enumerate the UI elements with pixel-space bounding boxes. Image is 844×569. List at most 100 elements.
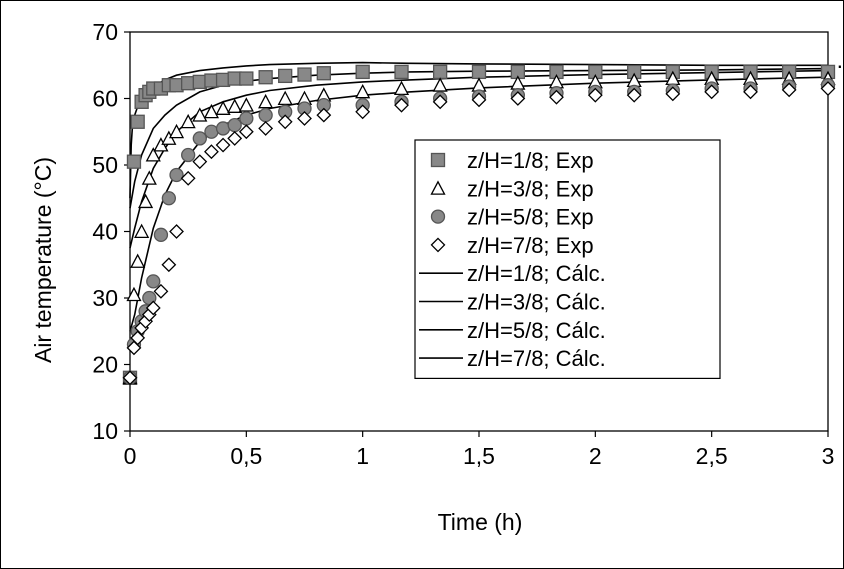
- series-2-point: [258, 107, 273, 123]
- series-3-point: [130, 330, 146, 346]
- legend-label: z/H=3/8; Cálc.: [467, 290, 606, 315]
- series-1-point: [168, 123, 185, 139]
- series-0-point: [239, 71, 254, 86]
- y-tick-label: 30: [92, 285, 118, 311]
- series-3-point: [665, 86, 681, 102]
- series-3-point: [277, 114, 293, 130]
- series-3-point: [297, 111, 312, 126]
- series-2-point: [142, 290, 157, 306]
- y-axis-label-trailing-mark: .: [837, 47, 843, 73]
- series-3-point: [180, 170, 196, 186]
- series-2-point: [181, 147, 196, 163]
- x-axis-label: Time (h): [438, 509, 523, 535]
- series-3-point: [626, 87, 642, 103]
- series-2-point: [215, 121, 231, 136]
- series-1-point: [141, 170, 157, 185]
- series-2-point: [204, 124, 219, 139]
- series-0-point: [394, 64, 409, 80]
- series-1-point: [138, 193, 154, 209]
- series-0-point: [432, 64, 448, 80]
- legend-marker: [430, 209, 446, 224]
- y-tick-label: 20: [92, 352, 118, 378]
- series-1-point: [227, 98, 243, 113]
- series-3-point: [549, 89, 564, 105]
- series-2-point: [161, 191, 177, 206]
- y-tick-label: 50: [92, 152, 118, 178]
- x-tick-label: 1: [356, 443, 369, 469]
- x-tick-label: 2,5: [696, 443, 728, 469]
- series-0-point: [126, 154, 142, 169]
- series-1-point: [393, 80, 410, 96]
- series-3-point: [394, 97, 409, 113]
- series-0-point: [278, 68, 293, 84]
- series-2-point: [227, 117, 242, 133]
- x-tick-label: 1,5: [463, 443, 495, 469]
- x-tick-label: 3: [822, 443, 835, 469]
- series-3-point: [258, 121, 274, 136]
- series-0-point: [130, 114, 145, 129]
- legend: z/H=1/8; Exp z/H=3/8; Exp z/H=5/8; Exp z/H=…: [414, 139, 721, 379]
- series-1-point: [130, 253, 146, 268]
- series-1-point: [277, 90, 293, 105]
- series-1-point: [258, 93, 274, 109]
- series-1-point: [192, 107, 208, 122]
- series-1-point: [238, 97, 254, 112]
- series-3-point: [781, 82, 797, 98]
- series-2-point: [239, 111, 254, 126]
- series-1-point: [432, 77, 448, 92]
- legend-label: z/H=5/8; Exp: [467, 205, 594, 230]
- series-1-point: [355, 83, 371, 99]
- x-tick-label: 0,5: [230, 443, 262, 469]
- x-tick-label: 0: [124, 443, 137, 469]
- series-1-point: [134, 223, 150, 239]
- series-3-point: [153, 283, 169, 299]
- legend-label: z/H=1/8; Exp: [467, 148, 594, 173]
- y-tick-label: 60: [92, 86, 118, 112]
- series-2-point: [153, 227, 169, 242]
- tick-labels: 10 20 30 40 50 60 70 0 0,5 1 1,5 2 2,5 3: [92, 19, 834, 469]
- legend-label: z/H=3/8; Exp: [467, 176, 594, 201]
- series-0-point: [471, 64, 487, 80]
- series-line-4: [129, 61, 828, 199]
- legend-marker: [430, 152, 446, 168]
- y-tick-label: 40: [92, 219, 118, 245]
- series-2-point: [192, 131, 207, 146]
- series-2-point: [169, 167, 184, 183]
- series-3-point: [169, 224, 184, 239]
- series-3-point: [161, 257, 177, 273]
- series-3-point: [316, 107, 332, 123]
- legend-marker: [430, 180, 446, 195]
- y-axis-label: Air temperature (°C): [30, 157, 56, 363]
- series-3-point: [122, 370, 138, 386]
- series-2-point: [146, 274, 161, 289]
- series-1-point: [145, 147, 161, 162]
- series-3-point: [704, 84, 720, 100]
- series-3-point: [471, 92, 487, 108]
- series-3-point: [432, 94, 448, 110]
- series-1-point: [203, 103, 220, 119]
- series-3-point: [227, 130, 243, 146]
- legend-label: z/H=1/8; Cálc.: [467, 261, 606, 286]
- series-3-point: [743, 84, 758, 100]
- series-1-point: [180, 113, 196, 129]
- series-0-point: [316, 66, 331, 81]
- series-1-point: [126, 286, 142, 302]
- series-3-point: [510, 91, 526, 106]
- x-tick-label: 2: [589, 443, 602, 469]
- y-tick-label: 10: [92, 418, 118, 444]
- series-3-point: [204, 144, 219, 160]
- series-3-point: [145, 300, 161, 316]
- series-0-point: [258, 70, 273, 85]
- series-3-point: [820, 81, 836, 96]
- series-3-point: [355, 104, 371, 120]
- experimental-markers: [122, 64, 836, 386]
- legend-label: z/H=7/8; Cálc.: [467, 346, 606, 371]
- legend-box: [414, 139, 721, 379]
- series-3-point: [587, 87, 603, 103]
- series-1-point: [215, 100, 231, 115]
- series-0-point: [297, 67, 312, 82]
- series-3-point: [215, 137, 231, 153]
- series-3-point: [238, 124, 254, 140]
- series-3-point: [192, 154, 208, 170]
